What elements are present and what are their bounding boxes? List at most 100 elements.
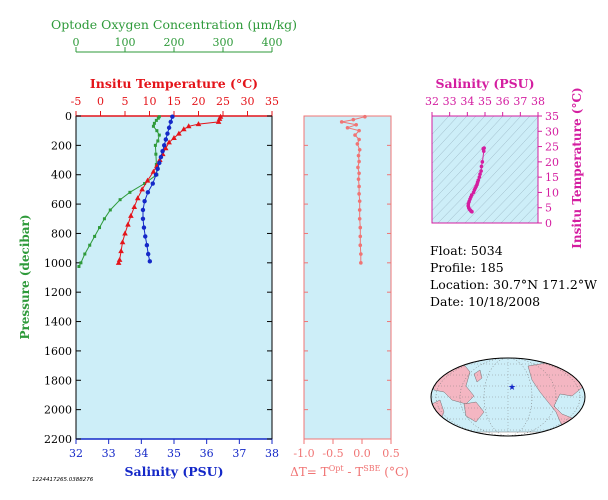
delta-t-point bbox=[358, 234, 363, 239]
pressure-tick-label: 400 bbox=[51, 169, 72, 182]
density-contour bbox=[432, 116, 504, 193]
delta-t-point bbox=[353, 133, 357, 137]
temperature-point bbox=[119, 239, 126, 245]
salinity-point bbox=[143, 234, 148, 239]
delta-t-point bbox=[363, 114, 367, 119]
temperature-point bbox=[144, 177, 151, 183]
profile-series bbox=[77, 113, 224, 268]
temperature-point bbox=[176, 130, 182, 136]
oxygen-point bbox=[153, 143, 157, 147]
ts-temperature-tick-label: 0 bbox=[545, 217, 552, 230]
ts-salinity-tick-label: 34 bbox=[460, 95, 474, 108]
ts-point bbox=[470, 209, 474, 214]
ts-point bbox=[479, 169, 483, 173]
delta-t-point bbox=[357, 192, 361, 196]
temperature-point bbox=[134, 195, 141, 201]
salinity-point bbox=[170, 114, 175, 119]
pressure-tick-label: 1400 bbox=[44, 316, 72, 329]
salinity-point bbox=[163, 137, 169, 142]
pressure-tick-label: 600 bbox=[51, 198, 72, 211]
temperature-series bbox=[115, 113, 224, 265]
temperature-point bbox=[118, 248, 124, 254]
ts-salinity-axis-label: Salinity (PSU) bbox=[435, 76, 534, 91]
delta-t-point bbox=[356, 177, 361, 181]
oxygen-point bbox=[83, 252, 87, 256]
density-contour bbox=[518, 203, 538, 223]
oxygen-point bbox=[156, 116, 160, 120]
ts-salinity-tick-label: 33 bbox=[443, 95, 457, 108]
temperature-point bbox=[115, 259, 122, 265]
delta-t-point bbox=[355, 142, 360, 146]
map-meridian bbox=[459, 358, 557, 436]
delta-t-point bbox=[357, 159, 361, 164]
temperature-point bbox=[131, 204, 138, 210]
delta-t-point bbox=[358, 225, 363, 230]
delta-t-point bbox=[357, 137, 361, 142]
ts-temperature-axis-label: Insitu Temperature (°C) bbox=[570, 87, 584, 248]
delta-t-plot-area bbox=[303, 115, 392, 440]
delta-t-point bbox=[356, 153, 361, 158]
pressure-axis: 0 200 400 600 800 1000 1200 1400 1600 1800 2000 220… bbox=[18, 110, 272, 446]
float-location: Location: 30.7°N 171.2°W bbox=[430, 277, 597, 292]
oxygen-point bbox=[102, 217, 106, 221]
ts-temperature-tick-label: 35 bbox=[545, 110, 559, 123]
density-contour bbox=[432, 116, 486, 174]
oxygen-tick-label: 300 bbox=[213, 36, 234, 49]
salinity-point bbox=[155, 166, 160, 172]
salinity-point bbox=[145, 251, 151, 257]
ts-salinity-tick-label: 36 bbox=[496, 95, 510, 108]
delta-t-point bbox=[357, 171, 361, 176]
density-contour bbox=[473, 155, 538, 223]
salinity-point bbox=[157, 160, 162, 166]
salinity-tick-label: 37 bbox=[232, 447, 246, 460]
ts-series bbox=[466, 146, 486, 214]
oxygen-point bbox=[118, 198, 122, 202]
density-contour bbox=[432, 116, 495, 183]
delta-t-axis: -1.0 -0.5 0.0 0.5 ΔT= TOpt - TSBE (°C) bbox=[290, 115, 409, 479]
temperature-tick-label: 25 bbox=[216, 95, 230, 108]
temperature-point bbox=[171, 135, 177, 141]
ts-point bbox=[481, 149, 486, 153]
density-contour bbox=[432, 116, 468, 155]
oxygen-tick-label: 400 bbox=[262, 36, 283, 49]
temperature-tick-label: -5 bbox=[71, 95, 82, 108]
pressure-axis-label: Pressure (decibar) bbox=[18, 214, 32, 339]
oxygen-point bbox=[98, 226, 102, 230]
density-contour bbox=[491, 174, 538, 223]
salinity-point bbox=[140, 207, 146, 213]
temperature-axis: -5 0 5 10 15 20 25 30 35 Insitu Temperature (°C) bbox=[71, 76, 279, 117]
oxygen-point bbox=[93, 234, 97, 238]
salinity-tick-label: 35 bbox=[167, 447, 181, 460]
salinity-point bbox=[140, 216, 146, 221]
oxygen-point bbox=[152, 121, 156, 125]
oxygen-point bbox=[143, 182, 147, 186]
temperature-point bbox=[128, 212, 134, 218]
oxygen-axis-label: Optode Oxygen Concentration (µm/kg) bbox=[51, 17, 297, 32]
map-outline bbox=[430, 357, 586, 437]
delta-t-point bbox=[358, 243, 363, 247]
ts-point bbox=[480, 160, 485, 164]
oxygen-tick-label: 200 bbox=[164, 36, 185, 49]
temperature-point bbox=[162, 145, 169, 151]
ts-point bbox=[478, 172, 482, 176]
ts-salinity-tick-label: 35 bbox=[478, 95, 492, 108]
salinity-tick-label: 32 bbox=[69, 447, 83, 460]
delta-t-axis-label: ΔT= TOpt - TSBE (°C) bbox=[290, 464, 409, 479]
pressure-tick-label: 1600 bbox=[44, 345, 72, 358]
float-number: Float: 5034 bbox=[430, 243, 503, 258]
oxygen-point bbox=[128, 190, 132, 194]
salinity-point bbox=[142, 198, 147, 204]
temperature-point bbox=[125, 221, 131, 227]
salinity-axis: 32 33 34 35 36 37 38 Salinity (PSU) bbox=[69, 438, 279, 479]
oxygen-point bbox=[154, 118, 158, 122]
salinity-series bbox=[140, 114, 175, 264]
delta-t-point bbox=[357, 128, 361, 133]
oxygen-point bbox=[88, 243, 92, 247]
salinity-point bbox=[168, 119, 173, 125]
density-contour bbox=[536, 221, 538, 223]
delta-t-point bbox=[357, 208, 362, 212]
delta-t-tick-label: -0.5 bbox=[322, 447, 343, 460]
pressure-tick-label: 2200 bbox=[44, 433, 72, 446]
ts-diagram-panel: 32 33 34 35 36 37 38 Salinity (PSU) 0 5 10 15 20 25 30… bbox=[425, 76, 584, 249]
density-contour bbox=[500, 184, 538, 223]
